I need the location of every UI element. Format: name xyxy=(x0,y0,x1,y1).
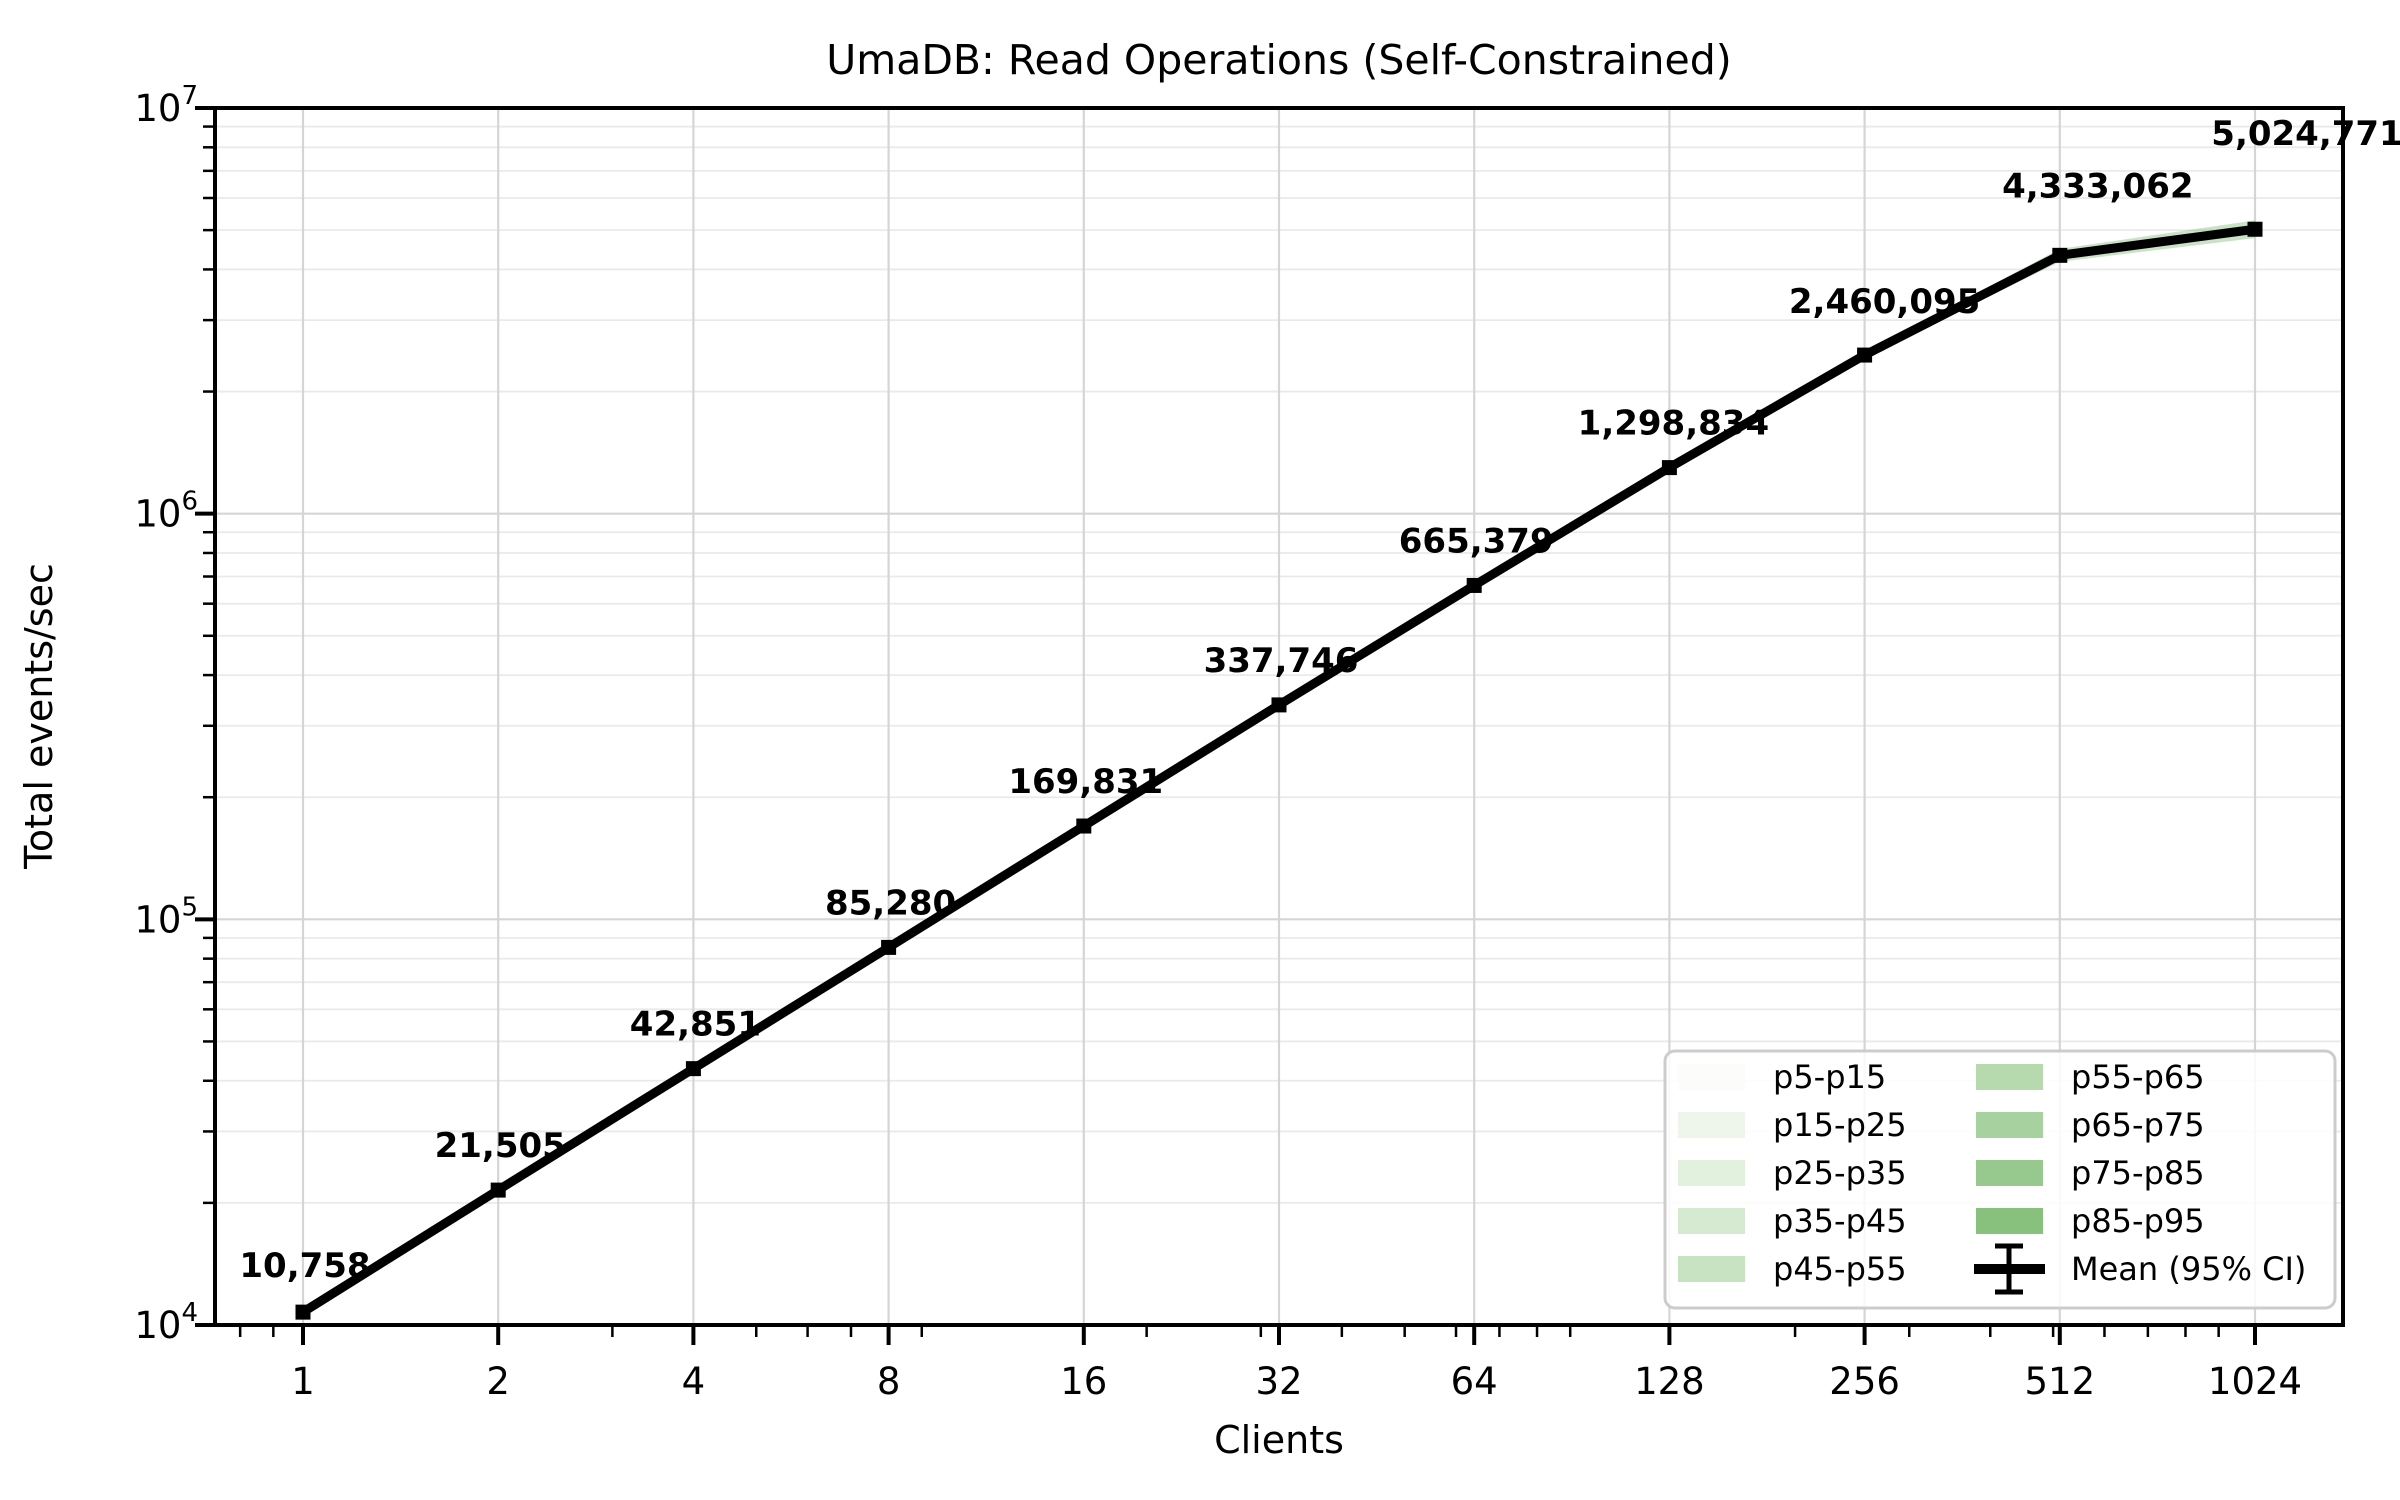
x-tick-label: 8 xyxy=(877,1360,901,1403)
axis-tick-labels: 1 2 4 8 16 32 64 128 256 512 1024 104 105 106 107 xyxy=(134,81,2302,1403)
y-tick-label: 104 xyxy=(134,1298,198,1347)
data-point-marker xyxy=(1271,697,1287,713)
data-point-marker xyxy=(1076,818,1092,834)
legend-swatch xyxy=(1976,1112,2043,1138)
x-tick-label: 32 xyxy=(1255,1360,1302,1403)
legend: p5-p15 p15-p25 p25-p35 p35-p45 p45-p55 p55-p6… xyxy=(1663,1049,2337,1310)
data-point-marker xyxy=(295,1304,311,1320)
x-tick-label: 128 xyxy=(1634,1360,1705,1403)
legend-label: p65-p75 xyxy=(2071,1106,2205,1144)
errorbar-icon xyxy=(1974,1243,2045,1295)
value-label: 665,379 xyxy=(1399,521,1554,561)
legend-swatch xyxy=(1976,1208,2043,1234)
legend-swatch xyxy=(1678,1208,1745,1234)
legend-label: p55-p65 xyxy=(2071,1058,2205,1096)
value-label: 42,851 xyxy=(630,1005,761,1045)
x-axis-label: Clients xyxy=(1214,1418,1344,1462)
legend-swatch xyxy=(1976,1160,2043,1186)
legend-swatch xyxy=(1976,1064,2043,1090)
value-label: 5,024,771 xyxy=(2211,114,2400,154)
chart-title: UmaDB: Read Operations (Self-Constrained… xyxy=(826,36,1731,84)
y-axis-label: Total events/sec xyxy=(17,563,61,870)
value-labels: 10,758 21,505 42,851 85,280 169,831 337,746 66… xyxy=(239,114,2400,1286)
legend-label: p25-p35 xyxy=(1773,1154,1907,1192)
x-tick-label: 1024 xyxy=(2208,1360,2302,1403)
value-label: 337,746 xyxy=(1204,641,1359,681)
x-tick-label: 16 xyxy=(1060,1360,1107,1403)
y-tick-label: 107 xyxy=(134,81,198,130)
data-point-marker xyxy=(1857,347,1873,363)
x-tick-label: 1 xyxy=(291,1360,315,1403)
data-point-marker xyxy=(2247,221,2263,237)
y-tick-label: 105 xyxy=(134,892,198,941)
legend-swatch xyxy=(1678,1256,1745,1282)
legend-label: p85-p95 xyxy=(2071,1202,2205,1240)
value-label: 2,460,095 xyxy=(1789,282,1980,322)
x-tick-label: 512 xyxy=(2024,1360,2095,1403)
legend-label: Mean (95% CI) xyxy=(2071,1250,2306,1288)
legend-label: p15-p25 xyxy=(1773,1106,1907,1144)
value-label: 85,280 xyxy=(825,883,956,923)
legend-swatch xyxy=(1678,1160,1745,1186)
data-point-marker xyxy=(685,1061,701,1077)
value-label: 21,505 xyxy=(435,1126,566,1166)
axis-ticks xyxy=(195,106,2257,1345)
value-label: 4,333,062 xyxy=(2002,166,2193,206)
x-tick-label: 256 xyxy=(1829,1360,1900,1403)
mean-line xyxy=(295,221,2263,1320)
data-point-marker xyxy=(490,1182,506,1198)
legend-swatch xyxy=(1678,1112,1745,1138)
legend-label: p45-p55 xyxy=(1773,1250,1907,1288)
legend-label: p5-p15 xyxy=(1773,1058,1886,1096)
data-point-marker xyxy=(2052,247,2068,263)
value-label: 1,298,834 xyxy=(1578,404,1769,444)
y-tick-label: 106 xyxy=(134,487,198,536)
data-point-marker xyxy=(1466,577,1482,593)
legend-label: p35-p45 xyxy=(1773,1202,1907,1240)
legend-swatch xyxy=(1678,1064,1745,1090)
legend-label: p75-p85 xyxy=(2071,1154,2205,1192)
value-label: 169,831 xyxy=(1008,762,1163,802)
data-point-marker xyxy=(881,939,897,955)
x-tick-label: 64 xyxy=(1451,1360,1498,1403)
data-point-marker xyxy=(1661,460,1677,476)
x-tick-label: 4 xyxy=(682,1360,706,1403)
value-label: 10,758 xyxy=(239,1246,370,1286)
x-tick-label: 2 xyxy=(486,1360,510,1403)
